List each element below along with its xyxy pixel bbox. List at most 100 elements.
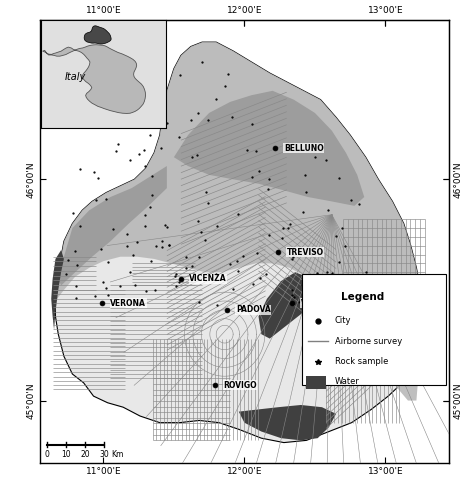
Point xyxy=(182,264,190,272)
Text: VICENZA: VICENZA xyxy=(189,274,227,283)
Polygon shape xyxy=(258,272,312,338)
Point xyxy=(230,285,237,293)
Point xyxy=(72,294,80,302)
Point xyxy=(228,113,235,121)
Point xyxy=(224,70,232,78)
Point xyxy=(117,282,124,290)
Point xyxy=(204,199,212,207)
Point xyxy=(198,58,206,66)
Text: 0: 0 xyxy=(45,450,49,460)
Point xyxy=(279,224,287,232)
Point xyxy=(212,95,219,103)
Point xyxy=(333,232,340,240)
Point xyxy=(194,151,201,159)
Point xyxy=(141,212,149,220)
Point xyxy=(146,203,154,211)
Point xyxy=(249,280,257,287)
Text: BELLUNO: BELLUNO xyxy=(284,144,324,153)
Point xyxy=(175,132,183,140)
Text: VENEZIA: VENEZIA xyxy=(301,298,338,308)
Point xyxy=(289,253,297,261)
Point xyxy=(296,298,303,306)
Point xyxy=(213,300,220,308)
Point xyxy=(252,146,260,154)
Point xyxy=(265,185,272,193)
Bar xyxy=(306,376,326,388)
Point xyxy=(126,268,133,276)
Text: Km: Km xyxy=(111,450,124,460)
Polygon shape xyxy=(58,166,167,286)
Point xyxy=(111,296,119,304)
Point xyxy=(91,292,99,300)
Point xyxy=(182,253,190,261)
Polygon shape xyxy=(51,250,64,330)
Point xyxy=(126,156,134,164)
Point xyxy=(161,220,168,228)
Point xyxy=(104,290,112,298)
Point xyxy=(159,236,166,244)
Polygon shape xyxy=(55,42,425,442)
Point xyxy=(260,302,268,310)
Point xyxy=(362,268,369,276)
Point xyxy=(341,242,348,250)
Point xyxy=(164,120,171,128)
Point xyxy=(204,116,212,124)
Text: 10: 10 xyxy=(61,450,71,460)
Point xyxy=(253,248,261,256)
Point xyxy=(140,146,148,154)
Point xyxy=(171,272,179,280)
Text: TREVISO: TREVISO xyxy=(287,248,324,257)
Point xyxy=(152,242,160,250)
Point xyxy=(62,270,70,278)
Point xyxy=(99,278,107,286)
Point xyxy=(255,167,262,175)
Point xyxy=(243,146,251,154)
Point xyxy=(213,222,221,230)
Text: VERONA: VERONA xyxy=(110,298,146,308)
Point xyxy=(313,268,321,276)
Point xyxy=(76,164,84,172)
Point xyxy=(151,286,159,294)
Point xyxy=(188,262,196,270)
Point xyxy=(135,298,143,306)
Point xyxy=(195,216,202,224)
Point xyxy=(248,173,256,181)
Point xyxy=(141,222,149,230)
Text: Airborne survey: Airborne survey xyxy=(335,337,402,346)
Point xyxy=(94,174,102,182)
Point xyxy=(104,258,112,266)
Point xyxy=(256,274,264,282)
Point xyxy=(172,270,180,278)
Point xyxy=(330,293,338,301)
Point xyxy=(286,220,294,228)
Polygon shape xyxy=(174,91,364,206)
Point xyxy=(195,298,203,306)
Point xyxy=(235,267,242,275)
Point xyxy=(129,105,136,113)
Point xyxy=(124,242,131,250)
Point xyxy=(141,162,149,170)
Point xyxy=(221,82,229,90)
Text: 20: 20 xyxy=(80,450,90,460)
Point xyxy=(339,224,346,232)
Point xyxy=(202,188,209,196)
Point xyxy=(248,120,256,128)
Point xyxy=(158,244,166,252)
Text: Water: Water xyxy=(335,378,360,386)
Point xyxy=(146,131,154,139)
Point xyxy=(322,156,329,164)
Point xyxy=(234,210,242,218)
Text: ROVIGO: ROVIGO xyxy=(223,380,257,390)
Point xyxy=(302,295,310,303)
Point xyxy=(201,236,209,244)
Point xyxy=(149,172,156,180)
Point xyxy=(301,170,308,178)
Point xyxy=(194,109,202,117)
Point xyxy=(329,269,336,277)
Point xyxy=(284,224,292,232)
Point xyxy=(213,270,220,278)
Text: 30: 30 xyxy=(100,450,109,460)
Point xyxy=(288,254,296,262)
Point xyxy=(335,258,343,266)
Polygon shape xyxy=(55,42,423,401)
